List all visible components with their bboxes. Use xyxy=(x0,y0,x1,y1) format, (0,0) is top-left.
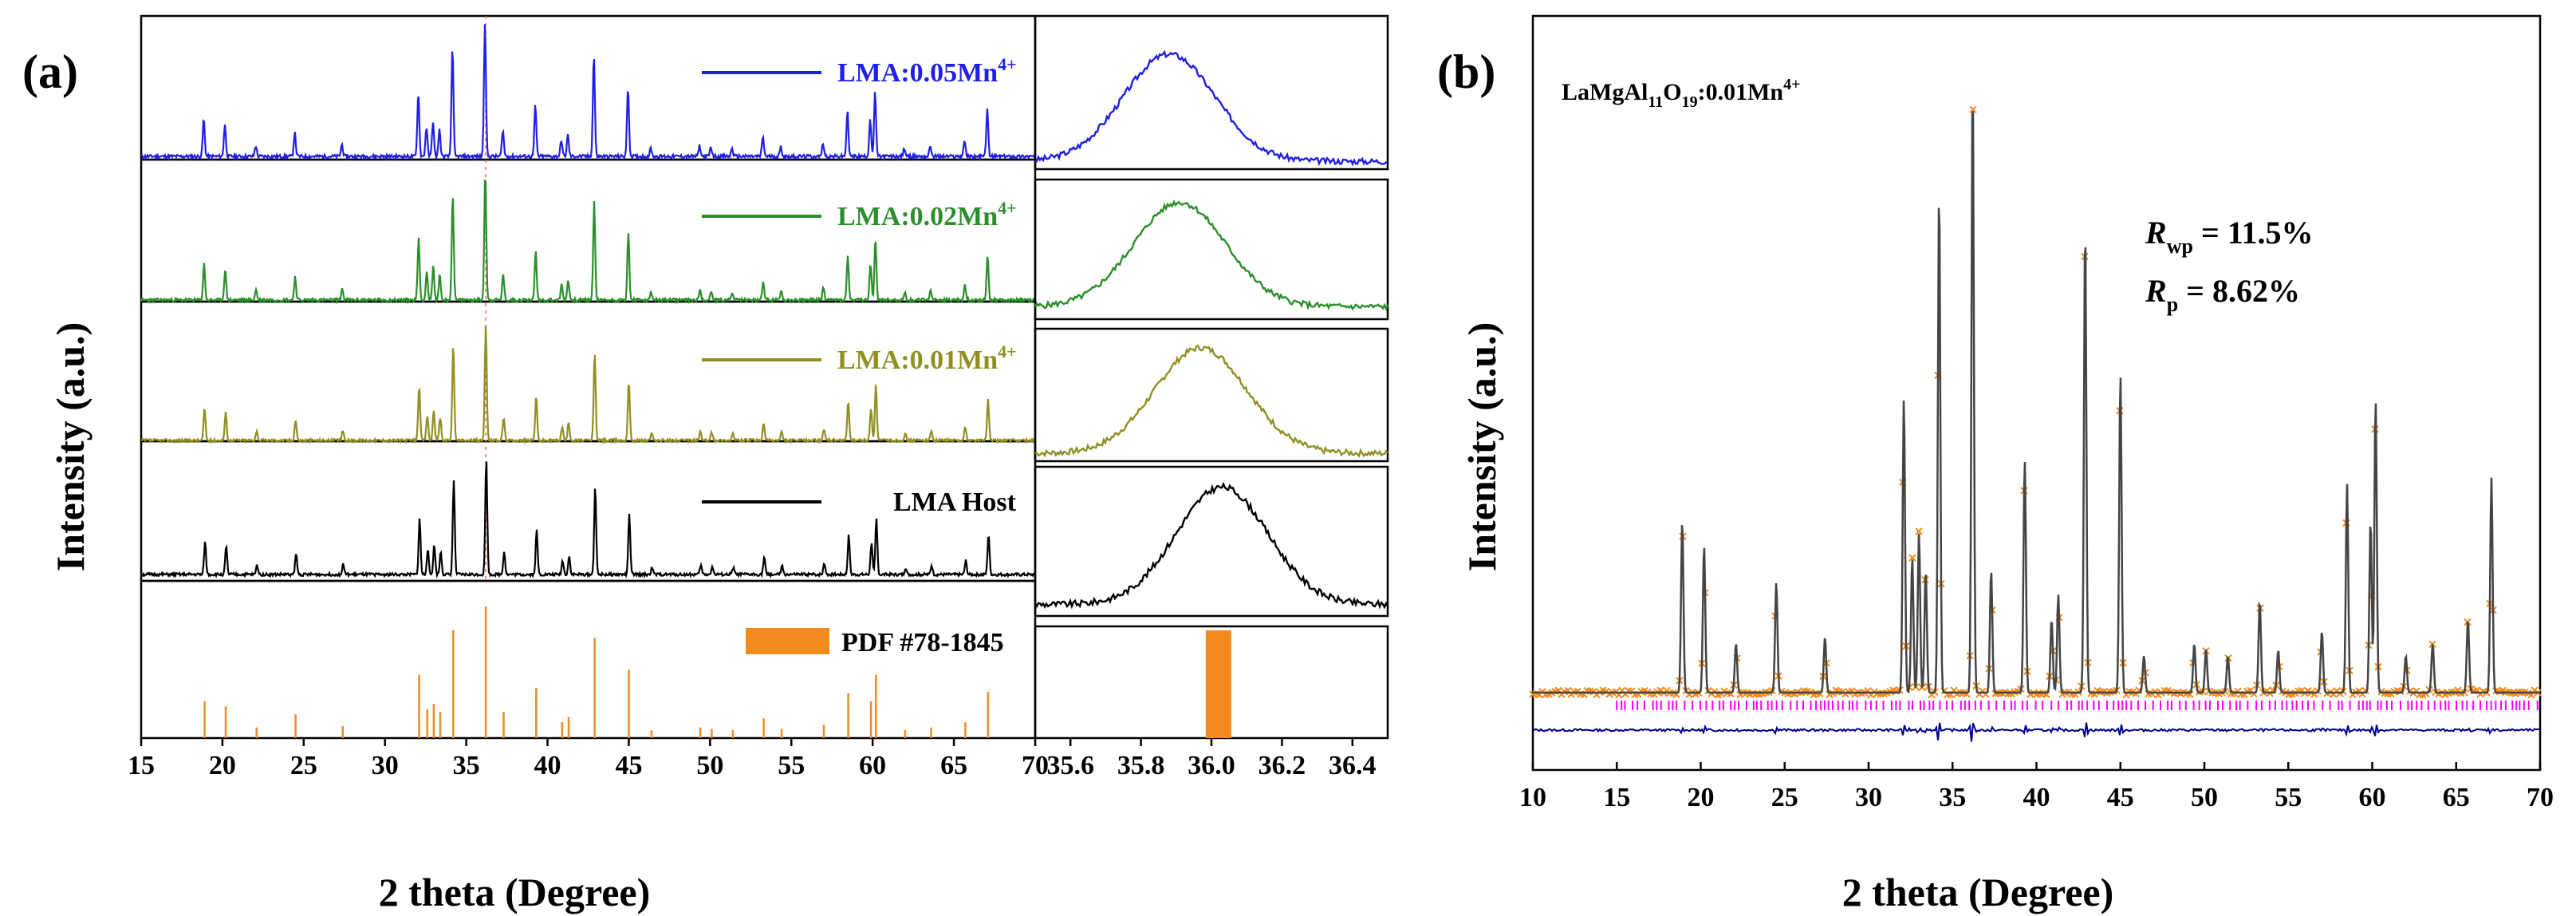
svg-text:LMA:0.02Mn4+: LMA:0.02Mn4+ xyxy=(837,198,1017,231)
b-x-tick-label: 50 xyxy=(2191,783,2218,812)
panel-b-letter: (b) xyxy=(1437,45,1495,98)
xrd-series-line-4 xyxy=(140,461,1036,579)
zoom-series-line-2 xyxy=(1034,199,1389,312)
panel-b-plot: 10 15 20 25 30 35 40 45 50 55 60 65 70 xyxy=(1519,14,2554,812)
x-tick-label: 65 xyxy=(940,751,967,780)
legend-row-2: LMA:0.02Mn4+ xyxy=(702,198,1017,231)
b-x-tick-label: 25 xyxy=(1771,783,1798,812)
legend-row-4: LMA Host xyxy=(702,488,1017,517)
legend-row-5: PDF #78-1845 xyxy=(746,628,1004,657)
legend-label-5: PDF #78-1845 xyxy=(841,628,1004,657)
rwp-annotation: Rwp = 11.5% xyxy=(2145,215,2314,258)
zoom-x-tick-label: 36.4 xyxy=(1329,751,1377,780)
rp-annotation: Rp = 8.62% xyxy=(2145,273,2300,316)
b-x-tick-label: 60 xyxy=(2359,783,2386,812)
panel-a-zoom-plot: 35.6 35.8 36.0 36.2 36.4 xyxy=(1034,14,1389,780)
xrd-series-line-2 xyxy=(140,180,1036,305)
legend-sup-2: 4+ xyxy=(998,198,1017,218)
b-x-tick-label: 20 xyxy=(1688,783,1715,812)
b-x-tick-label: 70 xyxy=(2527,783,2554,812)
legend-label-3: LMA:0.01Mn xyxy=(837,345,998,375)
x-tick-label: 50 xyxy=(696,751,723,780)
b-x-tick-label: 30 xyxy=(1855,783,1882,812)
observed-point xyxy=(1969,105,1977,114)
legend-swatch-5 xyxy=(746,628,829,654)
b-x-tick-label: 10 xyxy=(1519,783,1546,812)
b-x-tick-label: 40 xyxy=(2023,783,2050,812)
svg-text:LMA:0.01Mn4+: LMA:0.01Mn4+ xyxy=(837,342,1017,375)
x-tick-label: 30 xyxy=(372,751,399,780)
panel-b-xlabel: 2 theta (Degree) xyxy=(1842,870,2114,914)
zoom-row-frame xyxy=(1034,178,1389,321)
zoom-row-frame xyxy=(1034,327,1389,463)
b-x-tick-label: 45 xyxy=(2107,783,2134,812)
difference-line xyxy=(1532,722,2540,742)
b-x-tick-label: 65 xyxy=(2443,783,2470,812)
panel-a-row-frame xyxy=(140,14,1037,161)
legend-label-4: LMA Host xyxy=(893,488,1017,517)
legend-label-2: LMA:0.02Mn xyxy=(837,202,998,231)
x-tick-label: 35 xyxy=(453,751,480,780)
legend-sup-1: 4+ xyxy=(998,54,1017,74)
calculated-line xyxy=(1533,111,2540,694)
observed-point xyxy=(1915,527,1923,535)
b-x-tick-label: 15 xyxy=(1603,783,1630,812)
b-x-tick-label: 55 xyxy=(2275,783,2302,812)
panel-a-ylabel: Intensity (a.u.) xyxy=(48,322,93,572)
legend-sup-3: 4+ xyxy=(998,342,1017,361)
zoom-series-line-3 xyxy=(1034,344,1388,458)
x-tick-label: 55 xyxy=(778,751,805,780)
panel-b-ylabel: Intensity (a.u.) xyxy=(1459,322,1504,572)
b-x-tick-label: 35 xyxy=(1939,783,1966,812)
panel-a-row-frame xyxy=(140,579,1037,740)
x-tick-label: 45 xyxy=(615,751,642,780)
zoom-row-frame xyxy=(1034,14,1389,171)
zoom-row-frame xyxy=(1034,465,1389,618)
zoom-x-tick-label: 36.0 xyxy=(1188,751,1235,780)
x-tick-label: 70 xyxy=(1022,751,1049,780)
zoom-x-tick-label: 35.8 xyxy=(1117,751,1165,780)
xrd-series-line-3 xyxy=(140,326,1036,445)
zoom-x-tick-label: 35.6 xyxy=(1046,751,1094,780)
zoom-series-line-4 xyxy=(1034,481,1389,610)
legend-label-1: LMA:0.05Mn xyxy=(837,58,998,88)
svg-text:LMA:0.05Mn4+: LMA:0.05Mn4+ xyxy=(837,54,1017,88)
legend-row-1: LMA:0.05Mn4+ xyxy=(702,54,1017,88)
panel-a-xlabel: 2 theta (Degree) xyxy=(379,870,651,914)
legend-row-3: LMA:0.01Mn4+ xyxy=(702,342,1017,375)
zoom-series-line-1 xyxy=(1034,49,1388,167)
x-tick-label: 25 xyxy=(290,751,317,780)
observed-point xyxy=(1908,554,1916,562)
zoom-x-tick-label: 36.2 xyxy=(1258,751,1306,780)
pdf-zoom-bar xyxy=(1205,630,1231,738)
x-tick-label: 40 xyxy=(534,751,561,780)
bragg-ticks xyxy=(1616,701,2539,710)
x-tick-label: 20 xyxy=(209,751,236,780)
panel-a-main-plot: 15 20 25 30 35 40 45 50 55 60 65 70 xyxy=(128,14,1049,780)
panel-b-formula: LaMgAl11O19:0.01Mn4+ xyxy=(1562,76,1800,111)
xrd-series-line-1 xyxy=(140,24,1036,162)
x-tick-label: 15 xyxy=(128,751,155,780)
panel-a-letter: (a) xyxy=(22,45,78,98)
x-tick-label: 60 xyxy=(859,751,886,780)
